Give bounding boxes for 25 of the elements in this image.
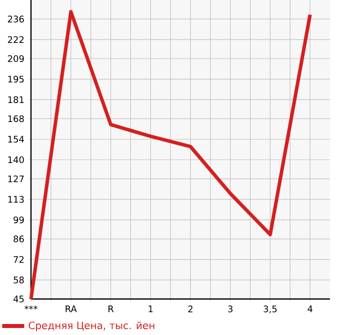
y-tick-label: 45 (13, 296, 24, 302)
y-tick-label: 168 (8, 115, 24, 122)
x-tick-label: 4 (308, 306, 312, 312)
y-tick-label: 99 (14, 216, 24, 224)
y-tick-label: 58 (14, 276, 24, 284)
x-tick-label: R (108, 306, 114, 312)
legend-label: Средняя Цена, тыс. йен (28, 321, 154, 332)
y-tick-label: 86 (14, 236, 24, 242)
y-tick-label: 154 (8, 136, 24, 143)
x-tick-label: 1 (148, 306, 153, 312)
x-tick-label: 3 (228, 306, 232, 312)
y-tick-label: 209 (8, 55, 24, 62)
y-tick-label: 195 (8, 76, 24, 83)
y-tick-label: 72 (14, 256, 24, 263)
x-tick-label: RA (66, 306, 77, 312)
line-series (29, 10, 312, 301)
y-tick-label: 222 (8, 36, 24, 43)
y-tick-label: 181 (8, 96, 24, 104)
x-tick-label: 3,5 (264, 306, 277, 314)
y-tick-label: 236 (8, 16, 24, 22)
y-tick-label: 127 (8, 175, 24, 182)
x-tick-label: 2 (188, 306, 192, 312)
x-tick-label: *** (24, 306, 38, 310)
y-tick-label: 140 (8, 156, 24, 164)
y-tick-label: 113 (8, 196, 24, 203)
